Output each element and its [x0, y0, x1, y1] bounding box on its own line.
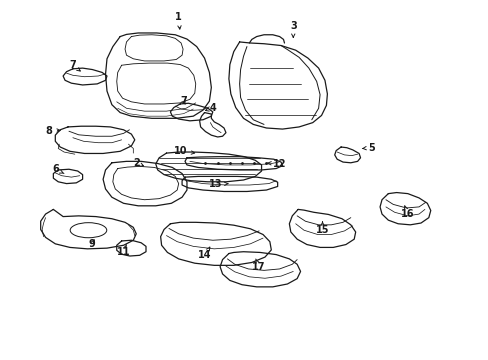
Text: 11: 11 [117, 245, 130, 257]
Text: 10: 10 [174, 146, 194, 156]
Text: 5: 5 [362, 143, 374, 153]
Text: 9: 9 [89, 239, 96, 249]
Text: 7: 7 [69, 60, 80, 71]
Text: 1: 1 [175, 12, 182, 29]
Text: 7: 7 [180, 96, 186, 106]
Text: 6: 6 [52, 164, 64, 174]
Text: 15: 15 [315, 222, 328, 235]
Text: 12: 12 [267, 159, 286, 169]
Text: 13: 13 [208, 179, 227, 189]
Text: 3: 3 [289, 21, 296, 37]
Text: 14: 14 [197, 247, 211, 260]
Text: 16: 16 [400, 206, 414, 219]
Text: 8: 8 [45, 126, 60, 135]
Text: 4: 4 [205, 103, 216, 113]
Text: 17: 17 [252, 259, 265, 272]
Text: 2: 2 [133, 158, 143, 168]
